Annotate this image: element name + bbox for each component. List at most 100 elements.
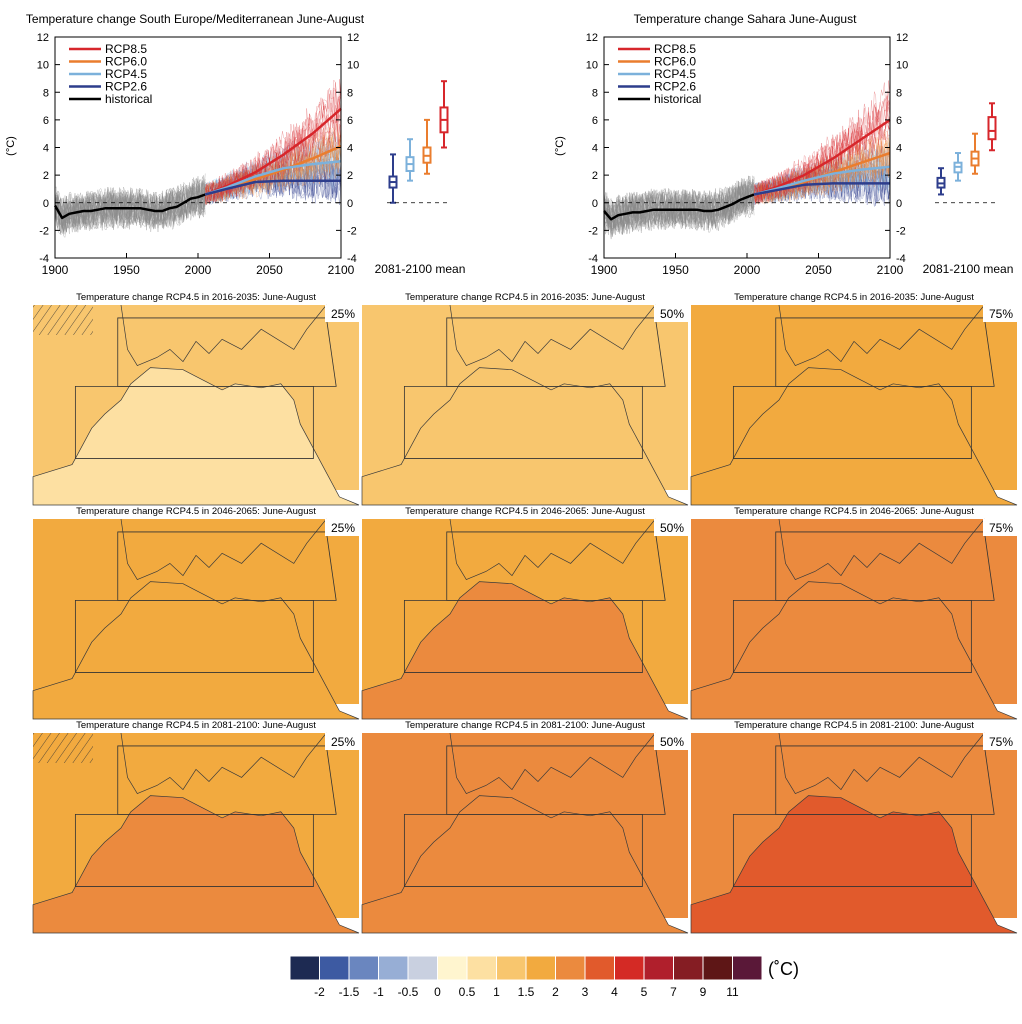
region-box-mediterranean: [775, 317, 995, 387]
ensemble-member-line: [753, 163, 891, 206]
region-box-sahara: [732, 385, 972, 459]
colorbar-tick-label: -0.5: [398, 985, 419, 999]
percentile-box: [325, 733, 359, 750]
x-tick-label: 2100: [328, 263, 355, 277]
colorbar-tick-label: 2: [552, 985, 559, 999]
percentile-box: [654, 733, 688, 750]
colorbar-segment: [673, 955, 704, 981]
map-title: Temperature change RCP4.5 in 2016-2035: …: [734, 292, 974, 303]
colorbar-segment: [466, 955, 497, 981]
map-panel: Temperature change RCP4.5 in 2046-2065: …: [361, 506, 689, 720]
ensemble-member-line: [204, 158, 342, 203]
colorbar-tick-label: 9: [700, 985, 707, 999]
y-tick-label: 10: [586, 60, 598, 72]
historical-member-line: [603, 184, 755, 231]
colorbar-segment: [378, 955, 409, 981]
colorbar-segment: [584, 955, 615, 981]
y-tick-label-right: 10: [896, 60, 908, 72]
series-line-historical: [603, 193, 755, 221]
y-tick-label-right: -4: [347, 253, 357, 265]
colorbar-tick-label: 5: [641, 985, 648, 999]
ensemble-member-line: [204, 136, 342, 205]
y-tick-label-right: 12: [896, 32, 908, 44]
legend-label: RCP6.0: [105, 55, 147, 69]
map-title: Temperature change RCP4.5 in 2081-2100: …: [405, 720, 645, 731]
y-tick-label: -2: [588, 225, 598, 237]
colorbar-segment: [732, 955, 763, 981]
y-tick-label-right: 12: [347, 32, 359, 44]
colorbar-tick-label: 4: [611, 985, 618, 999]
legend-label: RCP4.5: [654, 67, 696, 81]
legend-label: historical: [105, 92, 152, 106]
x-tick-label: 2000: [734, 263, 761, 277]
ensemble-member-line: [205, 87, 342, 206]
ensemble-member-line: [753, 142, 891, 206]
ensemble-member-line: [205, 160, 342, 206]
y-tick-label: 0: [592, 198, 598, 210]
ensemble-member-line: [204, 113, 342, 204]
region-box-sahara: [403, 600, 643, 673]
ensemble-member-line: [753, 161, 891, 205]
y-tick-label-right: 8: [347, 87, 353, 99]
map-land-field: [691, 795, 1017, 933]
boxplot-box: [987, 116, 997, 141]
colorbar-segment: [643, 955, 674, 981]
coastline: [361, 795, 689, 934]
map-panel: Temperature change RCP4.5 in 2046-2065: …: [690, 506, 1018, 720]
boxplot-group: [387, 80, 451, 204]
colorbar: (˚C) -2 -1.5 -1 -0.5 0 0.5 1 1.5 2 3 4 5 7 9 11: [289, 955, 799, 999]
y-tick-label: -2: [39, 225, 49, 237]
timeseries-chart-south-europe: Temperature change South Europe/Mediterr…: [5, 12, 465, 277]
y-tick-label: 8: [592, 87, 598, 99]
colorbar-tick-label: 1: [493, 985, 500, 999]
percentile-label: 25%: [331, 307, 355, 321]
y-tick-label-right: 0: [347, 198, 353, 210]
percentile-box: [983, 305, 1017, 322]
boxplot-group: [935, 102, 999, 204]
legend-label: RCP2.6: [105, 80, 147, 94]
x-tick-label: 2000: [185, 263, 212, 277]
ensemble-spread: [603, 80, 891, 240]
historical-member-line: [54, 181, 206, 238]
region-box-mediterranean: [775, 745, 995, 815]
legend-label: RCP6.0: [654, 55, 696, 69]
coastline: [32, 367, 360, 506]
legend-label: RCP8.5: [654, 42, 696, 56]
y-tick-label: 4: [592, 143, 598, 155]
y-axis-label: (°C): [554, 136, 566, 156]
coastline: [32, 795, 360, 934]
colorbar-tick-label: -2: [314, 985, 325, 999]
coastline: [690, 581, 1018, 720]
colorbar-segment: [555, 955, 586, 981]
colorbar-tick-label: 7: [670, 985, 677, 999]
ensemble-member-line: [754, 95, 891, 205]
ensemble-member-line: [753, 168, 891, 206]
ensemble-member-line: [204, 78, 342, 203]
historical-member-line: [603, 180, 755, 236]
map-panel: Temperature change RCP4.5 in 2016-2035: …: [690, 292, 1018, 506]
coastline: [449, 518, 656, 581]
y-tick-label: 2: [43, 170, 49, 182]
ensemble-member-line: [753, 142, 891, 202]
y-tick-label: 12: [586, 32, 598, 44]
percentile-label: 75%: [989, 307, 1013, 321]
map-title: Temperature change RCP4.5 in 2016-2035: …: [405, 292, 645, 303]
y-tick-label-right: 10: [347, 60, 359, 72]
coastline: [690, 795, 1018, 934]
coastline: [690, 367, 1018, 506]
y-tick-label: 10: [37, 60, 49, 72]
map-panel: Temperature change RCP4.5 in 2081-2100: …: [361, 720, 689, 934]
coastline: [120, 304, 327, 367]
series-line-rcp26: [204, 179, 341, 196]
percentile-box: [325, 305, 359, 322]
ensemble-member-line: [753, 145, 891, 205]
y-tick-label-right: 0: [896, 198, 902, 210]
region-box-sahara: [74, 385, 314, 459]
map-title: Temperature change RCP4.5 in 2046-2065: …: [405, 506, 645, 517]
y-tick-label-right: -4: [896, 253, 906, 265]
coastline: [32, 581, 360, 720]
y-tick-label-right: 2: [347, 170, 353, 182]
y-tick-label: 6: [592, 115, 598, 127]
x-tick-label: 2050: [256, 263, 283, 277]
